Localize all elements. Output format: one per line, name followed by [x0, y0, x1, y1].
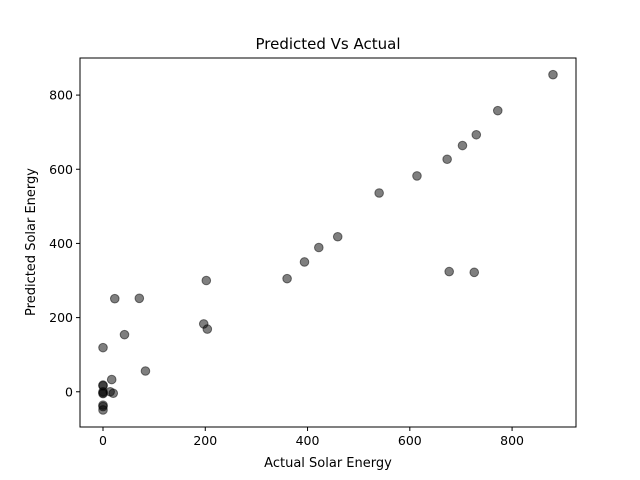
data-point [471, 129, 482, 140]
y-tick-label: 200 [49, 310, 73, 325]
y-tick-label: 600 [49, 162, 73, 177]
data-point [201, 275, 212, 286]
data-point [314, 242, 324, 253]
data-point [412, 171, 422, 181]
data-point [282, 273, 292, 284]
data-point [109, 293, 120, 304]
x-tick-label: 600 [398, 433, 422, 448]
data-point [492, 105, 503, 116]
data-point [332, 231, 343, 242]
data-point [106, 374, 117, 385]
points-layer [98, 69, 558, 415]
y-tick-label: 400 [49, 236, 73, 251]
data-point [140, 366, 151, 376]
x-axis: 0 200 400 600 800 [99, 427, 524, 448]
data-point [98, 342, 108, 353]
data-point [202, 324, 213, 334]
y-tick-label: 0 [65, 384, 73, 399]
data-point [134, 293, 145, 304]
y-axis-label: Predicted Solar Energy [24, 168, 39, 316]
x-tick-label: 0 [99, 433, 107, 448]
x-tick-label: 400 [296, 433, 320, 448]
x-axis-label: Actual Solar Energy [264, 456, 392, 471]
data-point [299, 257, 310, 267]
data-point [98, 405, 108, 415]
y-axis: 0 200 400 600 800 [49, 88, 80, 399]
plot-frame [79, 57, 577, 428]
x-tick-label: 200 [193, 433, 217, 448]
data-point [108, 388, 119, 399]
data-point [374, 188, 384, 198]
data-point [442, 154, 452, 165]
data-point [469, 267, 480, 278]
data-point [548, 69, 558, 80]
data-point [98, 388, 108, 399]
data-point [457, 140, 468, 151]
data-point [119, 329, 130, 340]
x-tick-label: 800 [500, 433, 524, 448]
data-point [444, 266, 454, 277]
chart-title: Predicted Vs Actual [255, 35, 400, 53]
y-tick-label: 800 [49, 88, 73, 103]
